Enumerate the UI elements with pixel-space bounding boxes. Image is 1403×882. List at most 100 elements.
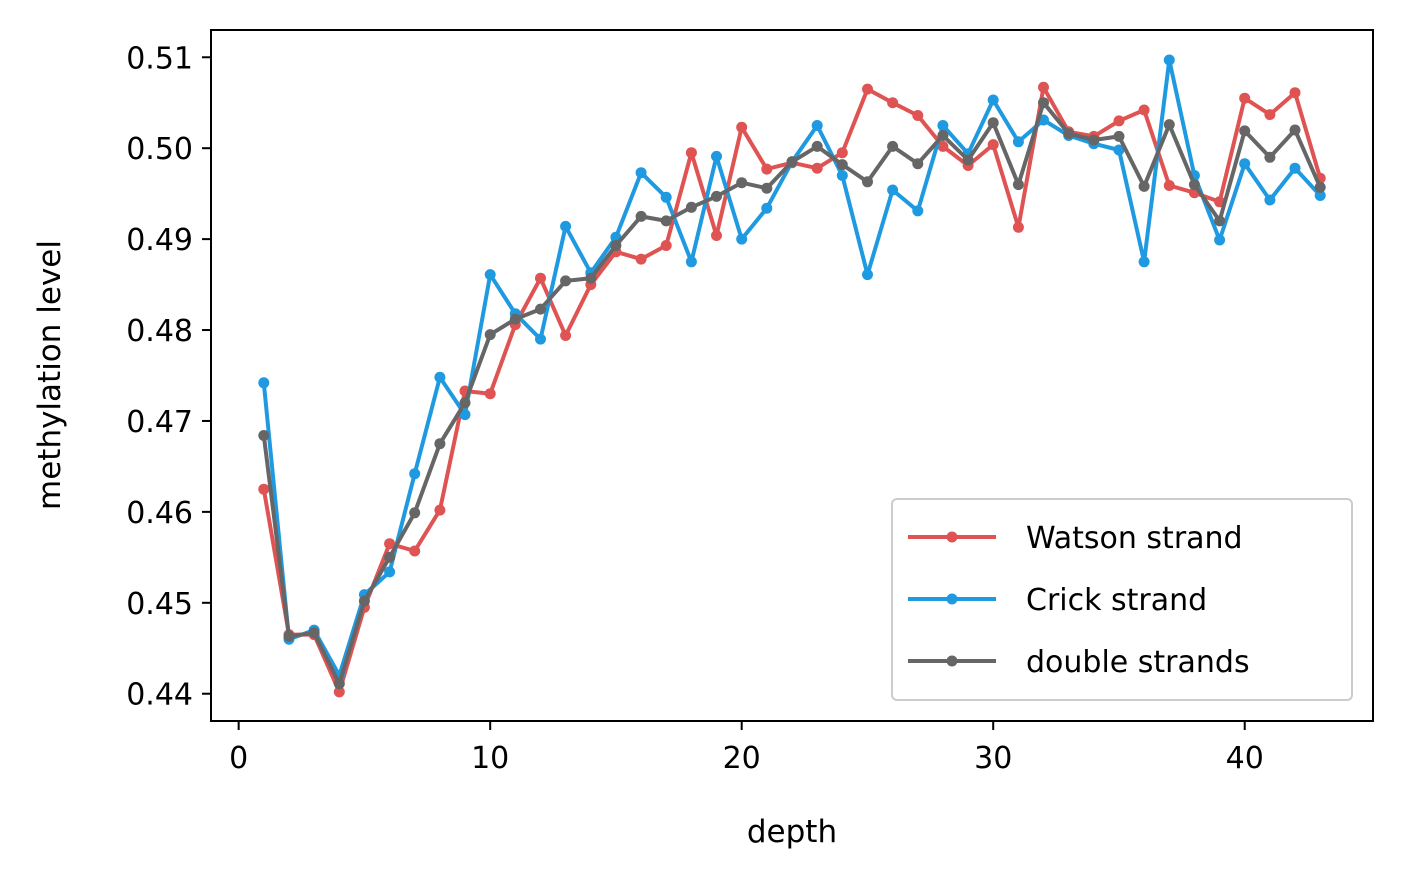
double-strands-point bbox=[912, 158, 924, 170]
double-strands-point bbox=[711, 190, 722, 202]
double-strands-point bbox=[962, 154, 974, 166]
crick-strand-point bbox=[836, 170, 848, 181]
double-strands-point bbox=[937, 130, 949, 141]
watson-strand-point bbox=[912, 110, 924, 121]
watson-strand-point bbox=[333, 686, 345, 698]
double-strands-point bbox=[1113, 130, 1125, 142]
y-tick-label: 0.47 bbox=[126, 405, 193, 440]
double-strands-point bbox=[1163, 119, 1175, 131]
double-strands-point bbox=[786, 156, 798, 168]
double-strands-point bbox=[862, 176, 873, 188]
y-tick-label: 0.50 bbox=[126, 132, 193, 167]
y-tick-label: 0.44 bbox=[126, 678, 193, 713]
double-strands-point bbox=[409, 507, 421, 519]
watson-strand-point bbox=[1289, 87, 1301, 99]
crick-strand-point bbox=[912, 205, 924, 217]
crick-strand-point bbox=[761, 202, 773, 214]
legend-label-watson-strand: Watson strand bbox=[1026, 521, 1243, 556]
crick-strand-point bbox=[887, 184, 899, 196]
crick-strand-point bbox=[1239, 158, 1251, 170]
watson-strand-point bbox=[1138, 104, 1150, 116]
crick-strand-point bbox=[1113, 144, 1125, 156]
watson-strand-point bbox=[635, 253, 647, 265]
crick-strand-point bbox=[660, 191, 672, 203]
x-tick-label: 40 bbox=[1226, 741, 1264, 776]
y-tick-label: 0.49 bbox=[126, 223, 193, 258]
watson-strand-point bbox=[887, 97, 899, 109]
double-strands-point bbox=[1239, 125, 1251, 137]
y-tick-label: 0.46 bbox=[126, 496, 193, 531]
double-strands-point bbox=[635, 210, 647, 222]
crick-strand-point bbox=[560, 220, 572, 232]
double-strands-point bbox=[811, 140, 823, 152]
y-axis: 0.44 0.45 0.46 0.47 0.48 0.49 0.50 0.51 bbox=[126, 41, 211, 713]
double-strands-point bbox=[761, 182, 773, 194]
y-axis-title: methylation level bbox=[32, 240, 68, 510]
x-tick-label: 0 bbox=[229, 741, 248, 776]
y-tick-label: 0.51 bbox=[126, 41, 193, 76]
double-strands-point bbox=[585, 272, 597, 284]
watson-strand-point bbox=[484, 388, 496, 400]
double-strands-point bbox=[1289, 124, 1301, 136]
watson-strand-point bbox=[258, 483, 270, 495]
watson-strand-point bbox=[987, 139, 999, 151]
double-strands-point bbox=[987, 117, 999, 129]
y-tick-label: 0.48 bbox=[126, 314, 193, 349]
watson-strand-point bbox=[685, 147, 697, 159]
watson-strand-point bbox=[1239, 92, 1251, 104]
double-strands-point bbox=[560, 275, 572, 287]
double-strands-point bbox=[1038, 97, 1049, 109]
double-strands-point bbox=[434, 438, 446, 450]
crick-strand-point bbox=[484, 269, 496, 281]
legend-marker-watson-strand bbox=[946, 531, 958, 543]
watson-strand-point bbox=[811, 162, 823, 174]
double-strands-point bbox=[685, 201, 697, 213]
double-strands-point bbox=[736, 177, 748, 189]
watson-strand-point bbox=[711, 230, 722, 241]
crick-strand-point bbox=[258, 377, 270, 389]
crick-strand-point bbox=[1138, 256, 1150, 268]
double-strands-point bbox=[1063, 128, 1075, 140]
crick-strand-point bbox=[685, 256, 697, 268]
crick-strand-point bbox=[384, 566, 396, 578]
legend-marker-double-strands bbox=[946, 655, 958, 667]
watson-strand-point bbox=[384, 538, 396, 550]
watson-strand-point bbox=[1038, 81, 1049, 93]
double-strands-point bbox=[459, 397, 471, 409]
legend: Watson strand Crick strand double strands bbox=[891, 498, 1353, 701]
double-strands-point bbox=[484, 329, 496, 341]
crick-strand-point bbox=[811, 120, 823, 131]
double-strands-point bbox=[1188, 179, 1200, 191]
crick-strand-point bbox=[711, 150, 722, 162]
double-strands-point bbox=[258, 430, 270, 441]
crick-strand-point bbox=[862, 269, 873, 281]
crick-strand-point bbox=[1289, 162, 1301, 174]
double-strands-point bbox=[1012, 179, 1024, 191]
crick-strand-point bbox=[1264, 194, 1276, 206]
double-strands-point bbox=[283, 630, 295, 642]
double-strands-point bbox=[1088, 134, 1100, 146]
legend-marker-crick-strand bbox=[946, 593, 958, 605]
double-strands-point bbox=[333, 678, 345, 690]
legend-label-double-strands: double strands bbox=[1026, 645, 1250, 680]
double-strands-point bbox=[509, 313, 521, 325]
double-strands-point bbox=[610, 240, 622, 251]
x-tick-label: 30 bbox=[974, 741, 1012, 776]
crick-strand-point bbox=[987, 94, 999, 106]
watson-strand-point bbox=[1012, 221, 1024, 233]
watson-strand-point bbox=[1163, 180, 1175, 191]
watson-strand-point bbox=[660, 240, 672, 251]
double-strands-series bbox=[258, 97, 1326, 690]
double-strands-point bbox=[308, 627, 320, 639]
watson-strand-point bbox=[1264, 109, 1276, 121]
watson-strand-point bbox=[862, 83, 873, 95]
double-strands-point bbox=[660, 215, 672, 227]
crick-strand-point bbox=[736, 233, 748, 245]
double-strands-point bbox=[358, 595, 370, 607]
double-strands-point bbox=[1138, 180, 1150, 192]
double-strands-point bbox=[836, 159, 848, 171]
watson-strand-point bbox=[736, 121, 748, 133]
watson-strand-point bbox=[409, 545, 421, 557]
crick-strand-point bbox=[1214, 234, 1226, 246]
